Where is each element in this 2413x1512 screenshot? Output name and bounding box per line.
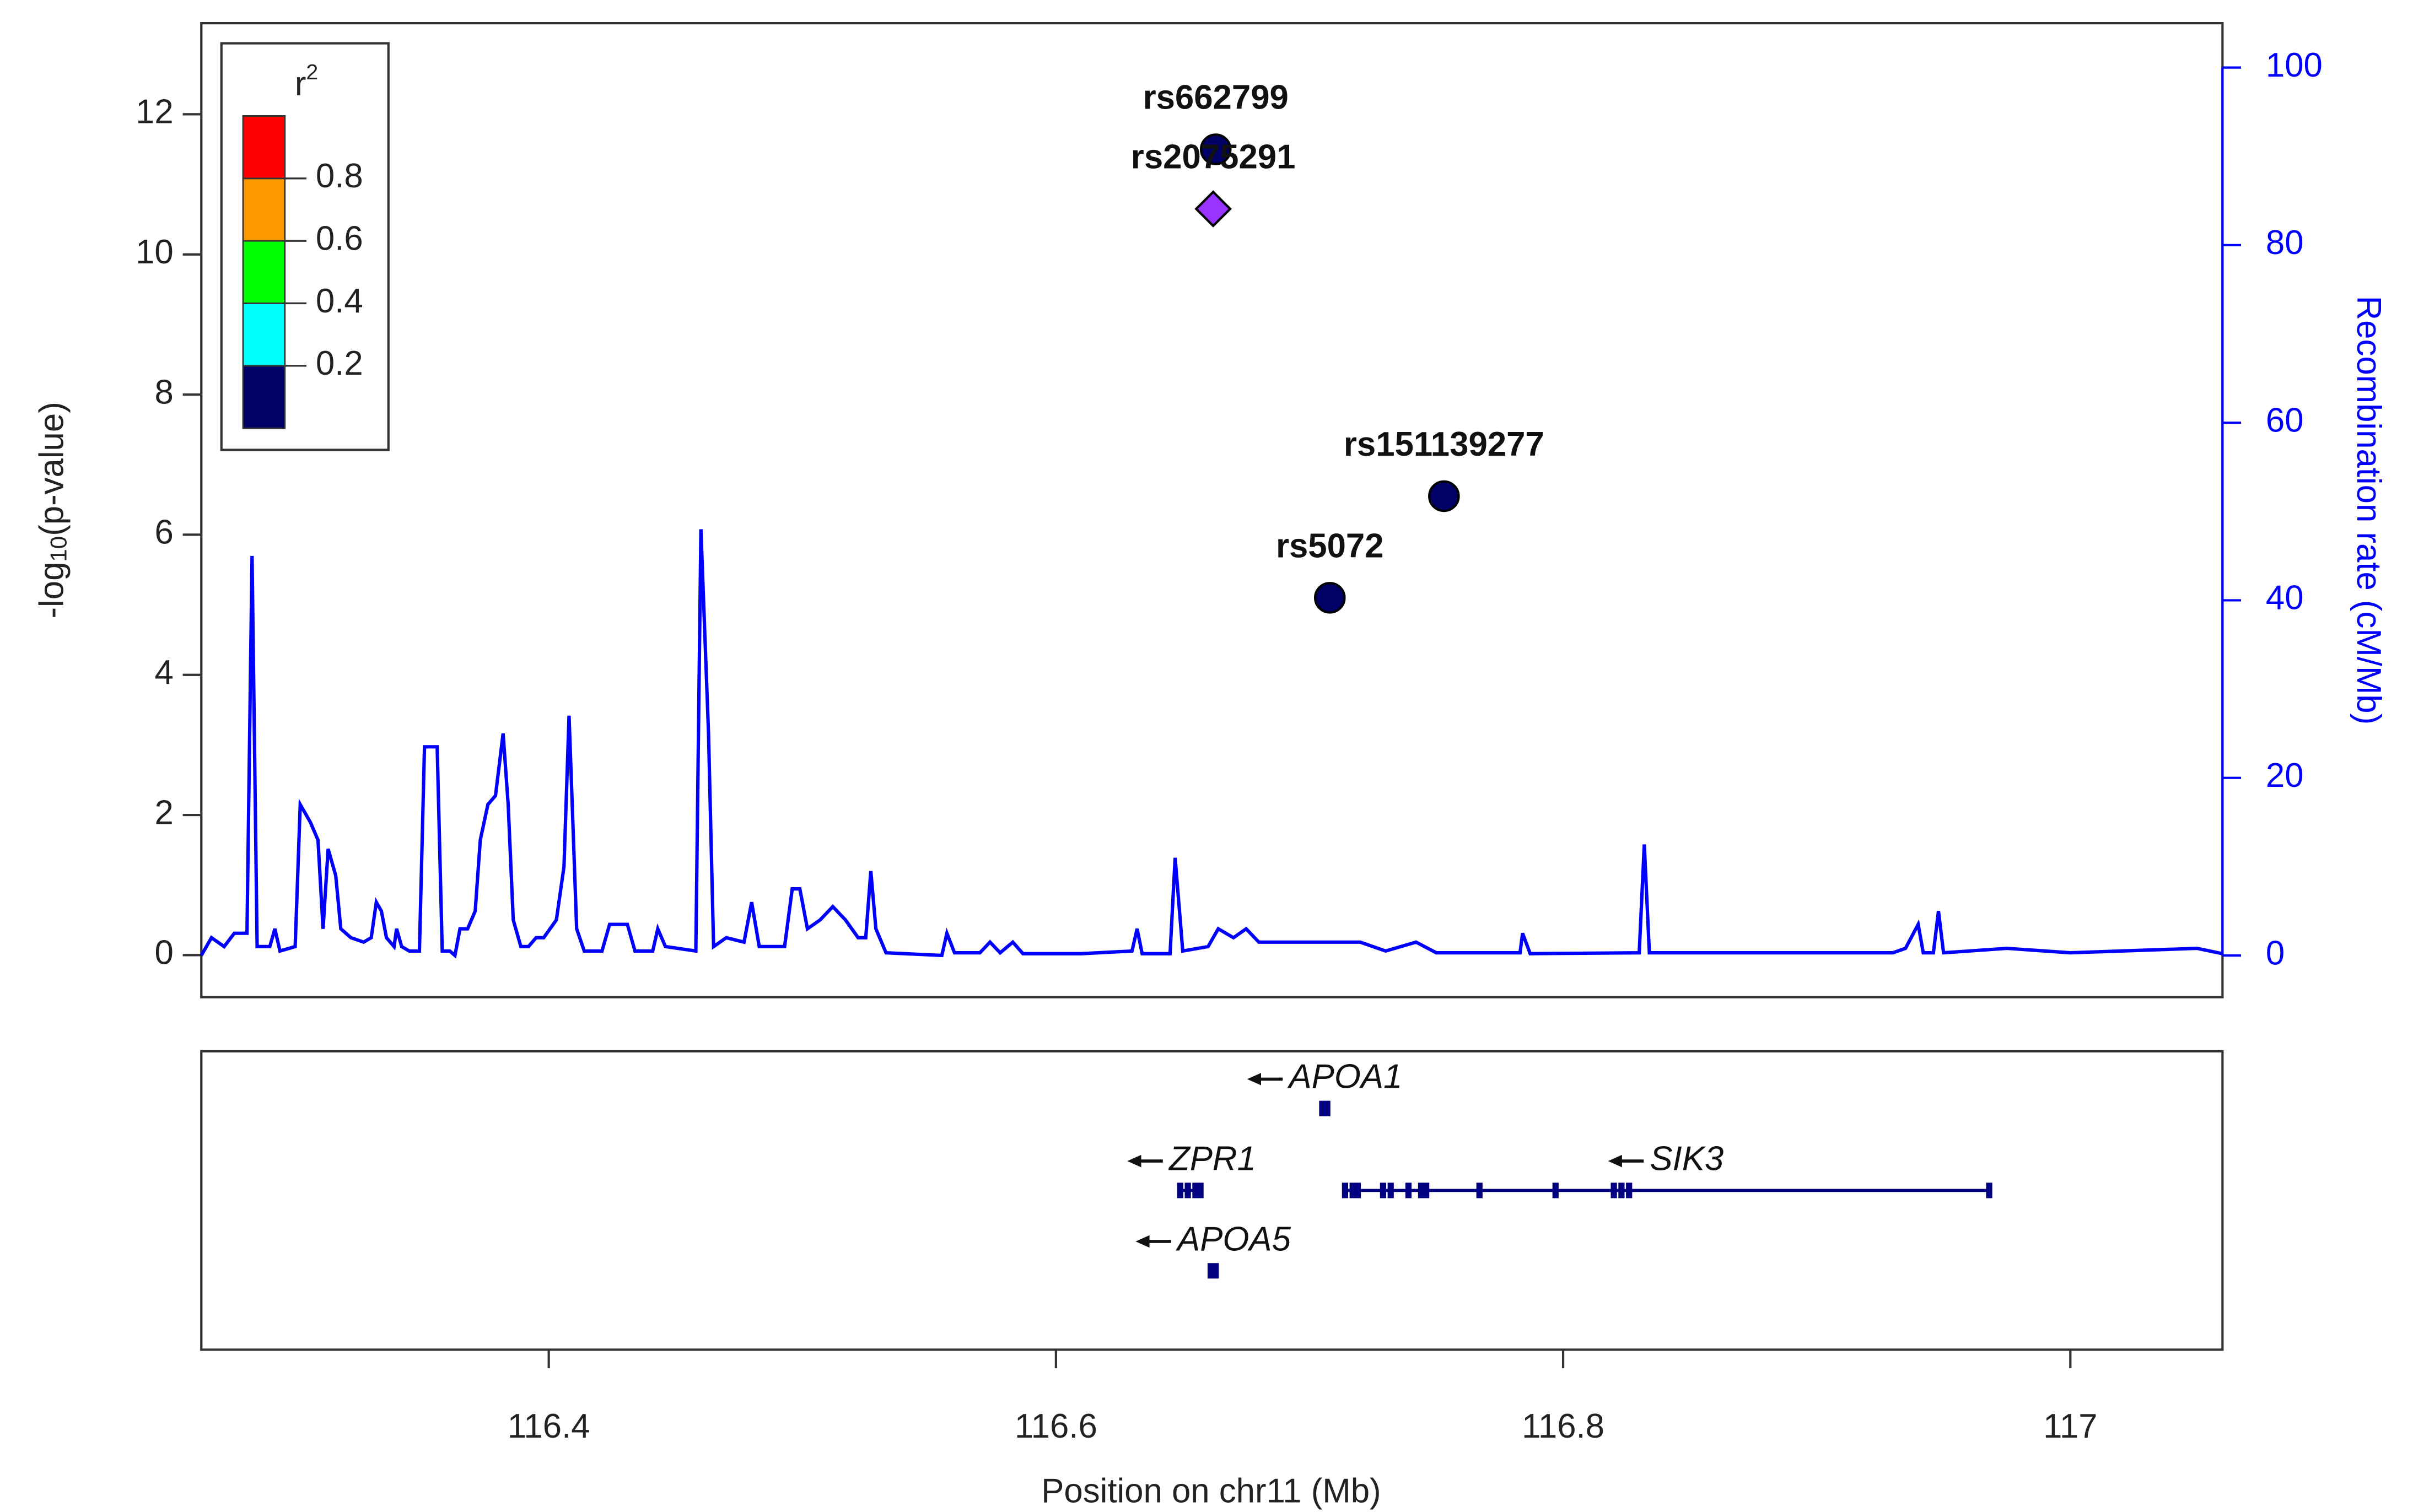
y-tick-label: 10 xyxy=(136,233,174,271)
gene-exon xyxy=(1192,1182,1199,1198)
gene-arrow-head xyxy=(1127,1154,1141,1168)
snp-point xyxy=(1194,190,1232,228)
gene-label: ZPR1 xyxy=(1168,1140,1256,1178)
y-tick-label: 8 xyxy=(154,373,173,411)
y-tick-label: 4 xyxy=(154,654,173,692)
y2-tick-label: 0 xyxy=(2266,934,2285,972)
y2-tick-label: 60 xyxy=(2266,401,2304,439)
legend-tick-label: 0.8 xyxy=(316,157,363,195)
gene-exon xyxy=(1552,1182,1559,1198)
snp-point xyxy=(1428,480,1460,512)
y-axis-label-part: 10 xyxy=(45,536,71,562)
y2-tick-label: 40 xyxy=(2266,579,2304,617)
gene-exon xyxy=(1177,1182,1183,1198)
gene-exon xyxy=(1986,1182,1992,1198)
gene-exon xyxy=(1349,1182,1356,1198)
legend-title-sup: 2 xyxy=(306,60,318,84)
y2-tick-label: 80 xyxy=(2266,224,2304,262)
gene-exon xyxy=(1611,1182,1617,1198)
gene-exon xyxy=(1184,1182,1191,1198)
y-tick-label: 6 xyxy=(154,514,173,552)
snp-label: rs151139277 xyxy=(1344,425,1544,463)
x-axis-label: Position on chr11 (Mb) xyxy=(1041,1472,1381,1510)
gene-exon xyxy=(1342,1182,1348,1198)
x-tick-label: 116.8 xyxy=(1522,1407,1604,1445)
gene-arrow-head xyxy=(1608,1154,1622,1168)
x-tick-label: 117 xyxy=(2043,1407,2097,1445)
legend-swatch xyxy=(242,177,286,242)
gene-exon xyxy=(1618,1182,1625,1198)
gene-exon xyxy=(1423,1182,1430,1198)
gene-exon xyxy=(1626,1182,1633,1198)
legend-swatch xyxy=(242,115,286,180)
gene-exon xyxy=(1405,1182,1412,1198)
snp-label: rs5072 xyxy=(1276,527,1384,565)
legend-title: r2 xyxy=(295,60,318,103)
snp-point xyxy=(1199,133,1232,165)
gene-exon xyxy=(1387,1182,1394,1198)
y-tick-label: 2 xyxy=(154,793,173,831)
gene-label: APOA5 xyxy=(1175,1220,1291,1258)
legend-swatch xyxy=(242,365,286,429)
gene-exon xyxy=(1197,1182,1204,1198)
snp-label: rs662799 xyxy=(1143,78,1289,116)
y2-tick-label: 100 xyxy=(2266,46,2323,84)
y-axis-label-part: (p-value) xyxy=(33,402,71,536)
y-tick-label: 12 xyxy=(136,93,174,131)
legend-swatch xyxy=(242,303,286,367)
gene-exon xyxy=(1319,1100,1331,1116)
gene-arrow-head xyxy=(1247,1073,1262,1086)
gene-exon xyxy=(1476,1182,1483,1198)
gene-arrow-head xyxy=(1135,1235,1150,1248)
gene-exon xyxy=(1354,1182,1361,1198)
x-tick-label: 116.6 xyxy=(1015,1407,1097,1445)
snp-point xyxy=(1314,582,1346,614)
legend-tick-label: 0.2 xyxy=(316,344,363,382)
legend-tick-label: 0.4 xyxy=(316,282,363,320)
gene-exon xyxy=(1380,1182,1387,1198)
y2-tick-label: 20 xyxy=(2266,757,2304,795)
gene-exon xyxy=(1418,1182,1425,1198)
legend-title-main: r xyxy=(295,65,306,103)
gene-exon xyxy=(1207,1263,1219,1279)
legend-tick-label: 0.6 xyxy=(316,219,363,257)
y-axis-label: -log10(p-value) xyxy=(33,402,71,618)
x-tick-label: 116.4 xyxy=(508,1407,590,1445)
y2-axis-label: Recombination rate (cM/Mb) xyxy=(2350,296,2388,725)
snp-label: rs2075291 xyxy=(1131,138,1296,176)
gene-label: APOA1 xyxy=(1287,1058,1403,1096)
y-axis-label-part: -log xyxy=(33,562,71,619)
y-tick-label: 0 xyxy=(154,934,173,972)
gene-panel-frame xyxy=(200,1050,2224,1351)
recombination-line xyxy=(200,529,2223,959)
gene-label: SIK3 xyxy=(1650,1140,1723,1178)
legend-swatch xyxy=(242,240,286,304)
